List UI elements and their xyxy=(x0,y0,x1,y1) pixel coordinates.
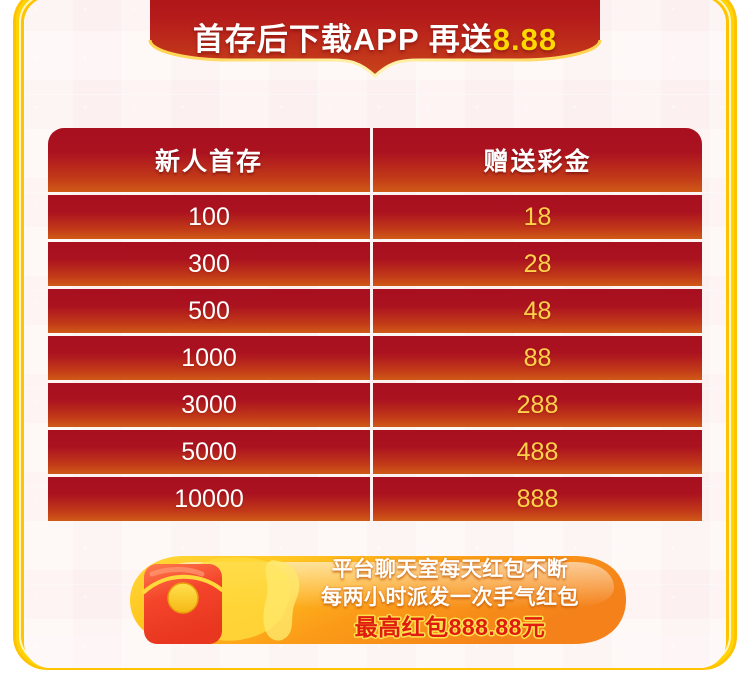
header-banner: 首存后下载APP 再送8.88 xyxy=(0,0,750,95)
table-row: 300 28 xyxy=(48,242,702,286)
banner-title-amount: 8.88 xyxy=(492,22,558,57)
cell-bonus: 288 xyxy=(373,383,702,427)
cell-bonus: 18 xyxy=(373,195,702,239)
table-row: 1000 88 xyxy=(48,336,702,380)
cell-bonus: 28 xyxy=(373,242,702,286)
cell-bonus: 488 xyxy=(373,430,702,474)
table-row: 500 48 xyxy=(48,289,702,333)
promo-banner: 平台聊天室每天红包不断 每两小时派发一次手气红包 最高红包888.88元 xyxy=(122,548,632,652)
cell-deposit: 500 xyxy=(48,289,370,333)
promo-banner-shape xyxy=(130,556,626,644)
table-row: 100 18 xyxy=(48,195,702,239)
cell-deposit: 300 xyxy=(48,242,370,286)
promo-text-block: 平台聊天室每天红包不断 每两小时派发一次手气红包 最高红包888.88元 xyxy=(274,556,626,642)
table-row: 5000 488 xyxy=(48,430,702,474)
banner-ribbon-shape xyxy=(148,0,602,79)
cell-bonus: 48 xyxy=(373,289,702,333)
column-header-bonus: 赠送彩金 xyxy=(373,128,702,192)
promo-line-1: 平台聊天室每天红包不断 xyxy=(331,558,569,581)
background-texture xyxy=(24,0,726,668)
red-envelope-icon xyxy=(142,564,224,644)
table-row: 3000 288 xyxy=(48,383,702,427)
banner-title: 首存后下载APP 再送8.88 xyxy=(0,14,750,59)
page-content-area xyxy=(24,0,726,668)
cell-deposit: 1000 xyxy=(48,336,370,380)
cell-deposit: 10000 xyxy=(48,477,370,521)
column-header-deposit: 新人首存 xyxy=(48,128,370,192)
banner-title-text: 首存后下载APP 再送 xyxy=(192,22,493,57)
cell-bonus: 888 xyxy=(373,477,702,521)
cell-bonus: 88 xyxy=(373,336,702,380)
table-row: 10000 888 xyxy=(48,477,702,521)
promo-line-2: 每两小时派发一次手气红包 xyxy=(321,586,579,609)
deposit-bonus-table: 新人首存 赠送彩金 100 18 300 28 500 48 1000 88 3… xyxy=(48,128,702,521)
gold-frame-border xyxy=(13,0,737,670)
cell-deposit: 5000 xyxy=(48,430,370,474)
cell-deposit: 100 xyxy=(48,195,370,239)
cell-deposit: 3000 xyxy=(48,383,370,427)
promo-line-3: 最高红包888.88元 xyxy=(354,614,546,640)
table-header-row: 新人首存 赠送彩金 xyxy=(48,128,702,192)
